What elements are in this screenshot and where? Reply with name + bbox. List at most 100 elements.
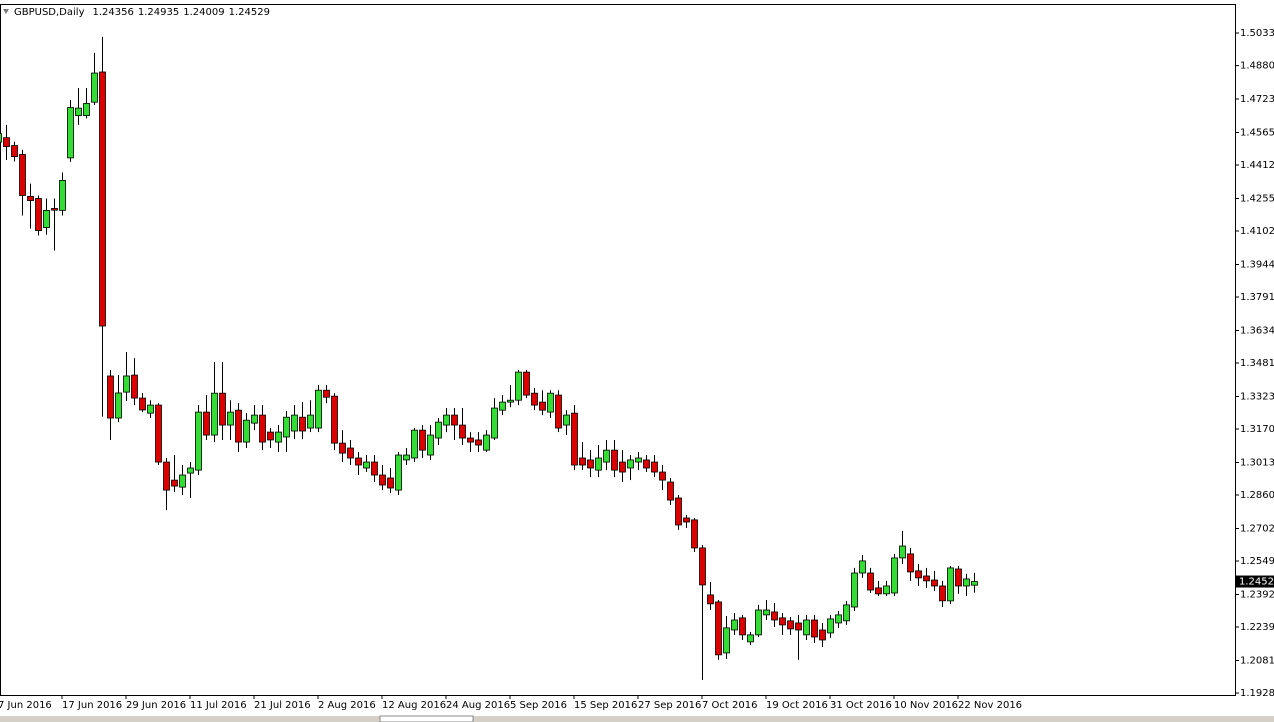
candle-body [659, 471, 666, 481]
header-open: 1.24356 [93, 7, 134, 18]
candle-body [651, 461, 658, 473]
y-tick-label: 1.39445 [1240, 259, 1274, 270]
x-tick-label: 21 Jul 2016 [254, 700, 311, 711]
candle-body [907, 553, 914, 573]
y-tick-label: 1.22390 [1240, 622, 1274, 633]
candle-body [115, 392, 122, 419]
candle-body [667, 481, 674, 501]
y-tick-label: 1.48800 [1240, 61, 1274, 72]
candle-body [819, 629, 826, 641]
candle-body [619, 461, 626, 473]
candle-body [195, 411, 202, 471]
candle-body [939, 585, 946, 602]
candle-body [139, 397, 146, 411]
y-tick-label: 1.28600 [1240, 490, 1274, 501]
y-tick-label: 1.36340 [1240, 325, 1274, 336]
candle-body [379, 474, 386, 486]
candle-body [59, 180, 66, 211]
price-label-bg [1236, 575, 1274, 588]
candle-body [331, 395, 338, 444]
x-tick-label: 22 Nov 2016 [958, 700, 1022, 711]
x-tick-label: 10 Nov 2016 [894, 700, 958, 711]
candle-body [51, 208, 58, 211]
candle-body [795, 622, 802, 631]
x-tick-label: 7 Oct 2016 [702, 700, 757, 711]
y-tick-label: 1.33235 [1240, 391, 1274, 402]
plot-frame [0, 4, 1236, 696]
candle-body [699, 547, 706, 586]
candle-body [835, 614, 842, 624]
y-tick-label: 1.23920 [1240, 589, 1274, 600]
candle-body [347, 447, 354, 459]
candle-body [763, 609, 770, 616]
candle-body [11, 145, 18, 157]
candle-body [603, 449, 610, 463]
candle-body [75, 107, 82, 116]
header-title: GBPUSD,Daily [14, 7, 85, 18]
x-tick-label: 29 Jun 2016 [126, 700, 186, 711]
y-tick-label: 1.42550 [1240, 193, 1274, 204]
candle-body [179, 474, 186, 488]
candle-body [675, 497, 682, 526]
candle-body [627, 459, 634, 469]
candle-body [475, 439, 482, 446]
y-tick-label: 1.34810 [1240, 358, 1274, 369]
candle-body [267, 431, 274, 441]
candle-body [747, 634, 754, 643]
candle-body [547, 392, 554, 413]
x-tick-label: 19 Oct 2016 [766, 700, 828, 711]
candle-body [355, 457, 362, 466]
candle-body [947, 567, 954, 602]
candle-body [587, 459, 594, 469]
candle-body [715, 601, 722, 656]
candle-body [67, 107, 74, 159]
candle-body [467, 437, 474, 443]
y-tick-label: 1.45655 [1240, 127, 1274, 138]
candle-body [555, 394, 562, 429]
y-tick-label: 1.37915 [1240, 292, 1274, 303]
y-tick-label: 1.27025 [1240, 523, 1274, 534]
candle-body [323, 389, 330, 398]
candle-body [123, 375, 130, 393]
candle-body [315, 389, 322, 429]
candle-body [491, 407, 498, 439]
candle-body [563, 414, 570, 426]
candle-body [299, 416, 306, 432]
candle-body [515, 371, 522, 401]
candle-body [443, 414, 450, 426]
y-tick-label: 1.47230 [1240, 94, 1274, 105]
candle-body [955, 568, 962, 587]
candle-body [635, 457, 642, 463]
candle-body [595, 457, 602, 471]
x-tick-label: 24 Aug 2016 [446, 700, 510, 711]
candle-body [107, 375, 114, 419]
candle-body [403, 454, 410, 461]
candle-body [131, 374, 138, 399]
candle-body [435, 421, 442, 439]
candle-body [787, 620, 794, 630]
candle-body [731, 619, 738, 631]
y-tick-label: 1.41020 [1240, 226, 1274, 237]
candle-body [571, 412, 578, 466]
header-icon [3, 9, 9, 14]
candle-body [827, 618, 834, 634]
chart-header: GBPUSD,Daily 1.24356 1.24935 1.24009 1.24529 [14, 7, 270, 18]
candle-body [875, 587, 882, 595]
candle-body [779, 617, 786, 626]
candle-body [371, 461, 378, 476]
candle-body [963, 578, 970, 587]
x-tick-label: 12 Aug 2016 [382, 700, 446, 711]
y-tick-label: 1.31705 [1240, 424, 1274, 435]
x-tick-label: 7 Jun 2016 [0, 700, 52, 711]
candle-body [723, 627, 730, 654]
candle-body [867, 572, 874, 591]
candle-body [275, 431, 282, 443]
candle-body [211, 392, 218, 436]
header-high: 1.24935 [138, 7, 179, 18]
x-tick-label: 2 Aug 2016 [318, 700, 376, 711]
candle-body [19, 154, 26, 196]
y-tick-label: 1.25495 [1240, 556, 1274, 567]
candle-body [283, 416, 290, 438]
